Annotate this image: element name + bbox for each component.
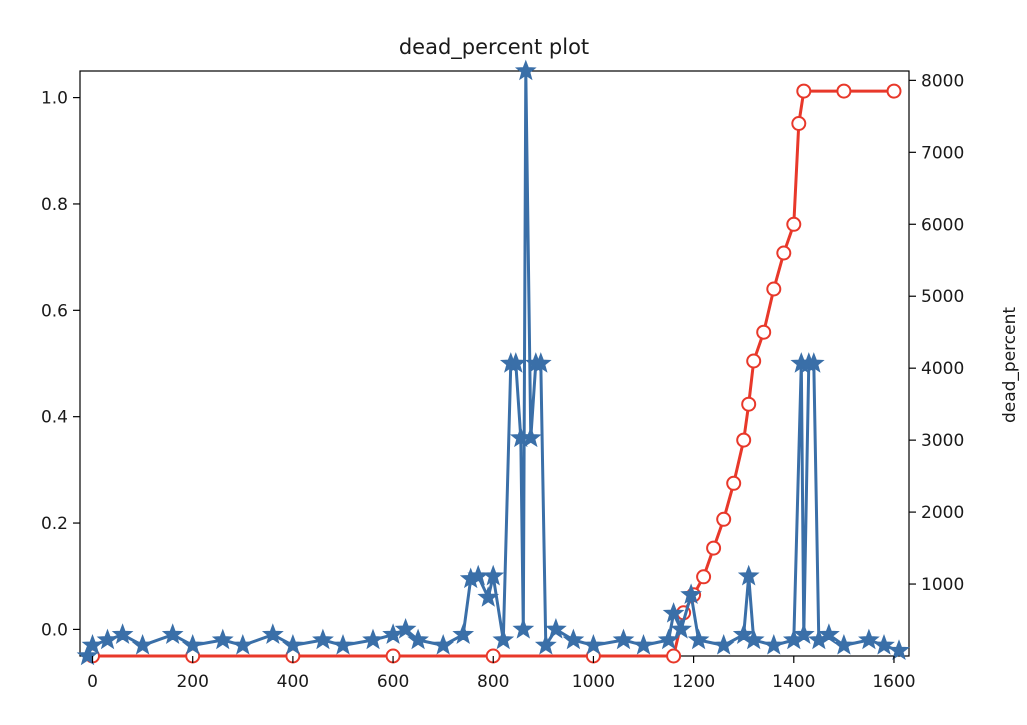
data-point xyxy=(76,644,99,666)
data-point xyxy=(211,628,234,650)
y-tick-label: 0.0 xyxy=(41,620,68,640)
data-point xyxy=(670,617,692,639)
data-point xyxy=(712,633,735,655)
data-point xyxy=(492,628,515,650)
data-point xyxy=(96,628,119,650)
x-tick-label: 800 xyxy=(477,672,509,692)
data-point xyxy=(817,623,840,644)
data-point xyxy=(680,583,702,605)
x-tick-label: 1000 xyxy=(572,672,615,692)
data-point xyxy=(796,83,812,99)
y-right-tick-label: 5000 xyxy=(921,287,964,307)
data-point xyxy=(81,633,104,655)
y-tick-label: 0.8 xyxy=(41,195,68,215)
data-point xyxy=(534,633,557,655)
y-right-tick-label: 6000 xyxy=(921,215,964,235)
data-point xyxy=(332,633,354,655)
data-point xyxy=(181,633,204,655)
axis-layer: 0 200 400 600 800 1000 1200 1400 1600 0.0 0.2 0.4 0.… xyxy=(41,71,964,692)
data-point xyxy=(687,628,710,650)
data-point xyxy=(737,564,760,586)
data-point xyxy=(802,352,825,373)
data-point xyxy=(791,116,807,131)
data-point xyxy=(766,281,782,297)
data-point xyxy=(529,352,552,373)
data-point xyxy=(432,633,455,655)
series-left xyxy=(76,59,910,666)
data-point xyxy=(741,396,757,412)
data-point xyxy=(545,617,567,639)
x-tick-label: 0 xyxy=(87,672,98,692)
data-point xyxy=(666,648,682,664)
data-point xyxy=(261,623,284,644)
data-point xyxy=(632,633,655,655)
data-point xyxy=(612,628,635,650)
x-tick-label: 600 xyxy=(377,672,409,692)
data-point xyxy=(742,628,765,650)
data-point xyxy=(394,617,417,639)
series-layer xyxy=(76,59,910,666)
data-point xyxy=(716,511,732,527)
data-point xyxy=(762,633,785,655)
data-point xyxy=(514,59,537,81)
data-point xyxy=(482,564,505,586)
data-point xyxy=(706,540,722,556)
data-point xyxy=(382,623,404,644)
data-point xyxy=(696,569,712,585)
data-point xyxy=(858,628,880,650)
y-right-tick-label: 4000 xyxy=(921,359,964,379)
y-right-tick-label: 7000 xyxy=(921,143,964,163)
chart-title: dead_percent plot xyxy=(399,35,589,60)
series-line xyxy=(92,89,894,658)
y-tick-label: 0.4 xyxy=(41,408,68,428)
y-tick-label: 0.2 xyxy=(41,514,68,534)
data-point xyxy=(407,628,429,650)
data-point xyxy=(452,623,475,644)
y-right-tick-label: 8000 xyxy=(921,71,964,91)
data-point xyxy=(726,475,742,491)
x-tick-label: 1400 xyxy=(772,672,815,692)
data-point xyxy=(131,633,154,655)
data-point xyxy=(519,426,542,448)
data-point xyxy=(662,602,685,623)
y-tick-label: 1.0 xyxy=(41,89,68,109)
x-tick-label: 400 xyxy=(277,672,309,692)
data-point xyxy=(888,639,910,660)
data-point xyxy=(512,617,535,639)
data-point xyxy=(886,83,902,99)
data-point xyxy=(836,83,852,99)
data-point xyxy=(792,623,815,644)
y-right-tick-label: 1000 xyxy=(921,575,964,595)
data-point xyxy=(582,633,605,655)
data-point xyxy=(231,633,254,655)
data-point xyxy=(776,245,792,261)
data-point xyxy=(732,623,755,644)
y-right-tick-label: 2000 xyxy=(921,503,964,523)
x-tick-label: 1200 xyxy=(672,672,715,692)
data-point xyxy=(756,324,772,340)
right-axis-label: dead_percent xyxy=(1000,307,1020,423)
data-point xyxy=(362,628,384,650)
data-point xyxy=(833,633,855,655)
data-point xyxy=(786,216,802,232)
data-point xyxy=(312,628,334,650)
y-right-tick-label: 3000 xyxy=(921,431,964,451)
data-point xyxy=(873,633,895,655)
data-point xyxy=(111,623,134,644)
x-tick-label: 200 xyxy=(176,672,208,692)
data-point xyxy=(504,352,527,373)
data-point xyxy=(562,628,585,650)
y-tick-label: 0.6 xyxy=(41,301,68,321)
x-tick-label: 1600 xyxy=(872,672,915,692)
data-point xyxy=(477,586,500,607)
data-point xyxy=(282,633,304,655)
data-point xyxy=(746,353,762,369)
data-point xyxy=(736,432,752,448)
data-point xyxy=(161,623,184,644)
